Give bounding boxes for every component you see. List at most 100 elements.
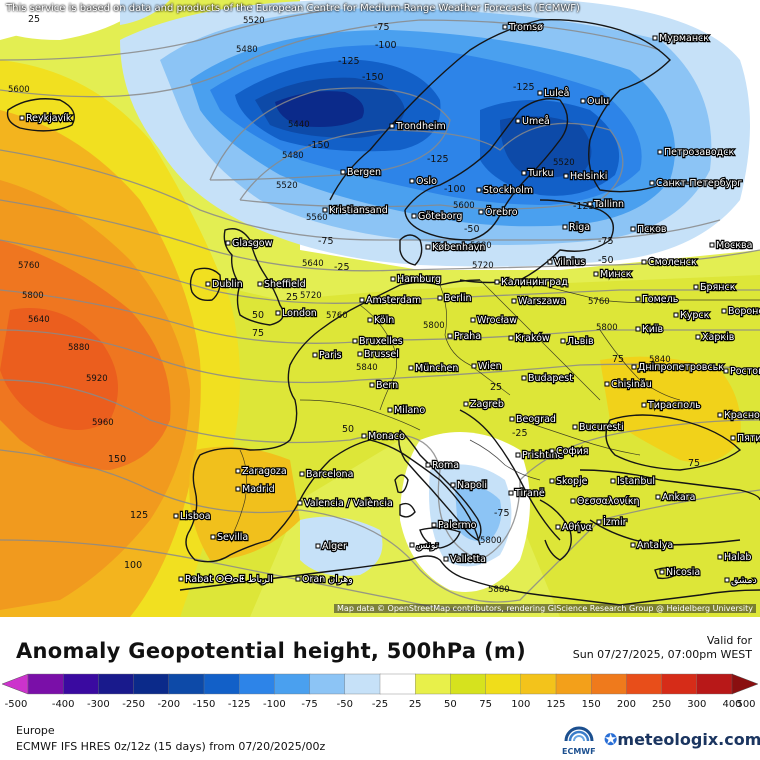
city-dot	[657, 149, 663, 155]
borders	[229, 279, 760, 541]
city-label: Halab	[724, 552, 751, 563]
city-dot	[359, 297, 365, 303]
city-label: Tromsø	[508, 22, 543, 33]
scale-tick-label: -250	[122, 699, 145, 710]
height-isoline-label: 5840	[356, 363, 378, 373]
city-marker: Amsterdam	[359, 294, 422, 307]
scale-arrow-min	[1, 673, 29, 695]
city-dot	[562, 224, 568, 230]
map-attribution[interactable]: Map data © OpenStreetMap contributors, r…	[334, 604, 756, 613]
city-dot	[315, 543, 321, 549]
city-marker: Brussel	[357, 348, 400, 361]
height-isoline-label: 5800	[596, 323, 618, 333]
city-marker: Monaco	[361, 430, 406, 443]
city-dot	[641, 402, 647, 408]
city-marker: Valencia / València	[297, 497, 394, 510]
city-dot	[521, 170, 527, 176]
city-dot	[593, 271, 599, 277]
height-isoline-label: 5800	[423, 321, 445, 331]
height-isoline-label: 5840	[649, 355, 671, 365]
city-label: Москва	[716, 240, 752, 251]
scale-swatch	[555, 673, 592, 695]
color-scale: -500 -400 -300 -250 -200 -150 -125 -100 -75 -50 -2…	[1, 671, 759, 711]
city-dot	[173, 513, 179, 519]
height-isoline-label: 5720	[300, 291, 322, 301]
city-label: München	[415, 363, 458, 374]
height-isoline-label: 5720	[472, 261, 494, 271]
city-dot	[340, 169, 346, 175]
city-label: København	[432, 242, 485, 253]
city-label: Αθήνα	[562, 522, 592, 533]
scale-swatch	[274, 673, 311, 695]
valid-label: Valid for	[706, 634, 752, 647]
city-dot	[312, 352, 318, 358]
scale-swatch	[203, 673, 240, 695]
city-label: دمشق	[731, 575, 757, 586]
city-label: Bergen	[347, 167, 381, 178]
city-label: Warszawa	[518, 296, 566, 307]
city-dot	[299, 471, 305, 477]
city-dot	[437, 295, 443, 301]
city-marker: Warszawa	[511, 295, 567, 308]
city-dot	[369, 382, 375, 388]
scale-tick-label: 100	[511, 699, 531, 710]
city-dot	[649, 180, 655, 186]
scale-tick-label: -400	[51, 699, 75, 710]
city-marker: Skopje	[549, 475, 589, 488]
scale-swatch	[133, 673, 170, 695]
city-dot	[225, 240, 231, 246]
city-marker: Харків	[695, 331, 736, 344]
city-marker: София	[549, 445, 590, 458]
city-marker: Sevilla	[210, 531, 249, 544]
city-dot	[652, 35, 658, 41]
city-dot	[549, 478, 555, 484]
city-dot	[709, 242, 715, 248]
city-label: Roma	[432, 460, 459, 471]
city-dot	[508, 335, 514, 341]
city-dot	[367, 317, 373, 323]
city-label: Berlin	[444, 293, 472, 304]
city-marker: Alger	[315, 540, 348, 553]
scale-tick-label: 400	[722, 699, 742, 710]
city-dot	[389, 123, 395, 129]
height-isoline-label: 5480	[236, 45, 258, 55]
city-dot	[717, 554, 723, 560]
city-dot	[717, 412, 723, 418]
city-marker: København	[425, 241, 487, 254]
scale-swatch	[238, 673, 276, 695]
city-marker: Budapest	[521, 372, 574, 385]
height-isoline-label: 5680	[470, 241, 492, 251]
coastlines	[6, 19, 760, 606]
height-isoline-label: 5880	[68, 343, 90, 353]
city-dot	[511, 298, 517, 304]
city-label: Glasgow	[232, 238, 273, 249]
scale-tick-label: 125	[546, 699, 566, 710]
scale-tick-label: -75	[301, 699, 318, 710]
city-marker: Vilnius	[547, 256, 586, 269]
city-label: Riga	[569, 222, 590, 233]
scale-swatch	[309, 673, 346, 695]
city-dot	[673, 312, 679, 318]
city-marker: Nicosia	[659, 566, 701, 579]
city-dot	[425, 462, 431, 468]
city-marker: Bergen	[340, 166, 382, 179]
city-dot	[409, 542, 415, 548]
city-marker: Istanbul	[610, 475, 656, 488]
weather-map[interactable]: -75 -100 -125 -150 -150 -125 -125 -100 -75 -50 -25…	[0, 0, 760, 617]
city-dot	[570, 498, 576, 504]
city-label: Milano	[394, 405, 425, 416]
city-label: Краснодар	[724, 410, 760, 421]
anomaly-contour-label: -75	[598, 236, 614, 247]
city-dot	[297, 500, 303, 506]
height-isoline-label: 5520	[243, 16, 265, 26]
city-dot	[463, 401, 469, 407]
height-isoline-label: 5760	[18, 261, 40, 271]
anomaly-contour-label: 50	[252, 310, 264, 321]
scale-swatch	[591, 673, 628, 695]
city-label: Beograd	[516, 414, 556, 425]
city-marker: دمشق	[724, 574, 758, 587]
city-label: Lisboa	[180, 511, 211, 522]
city-dot	[275, 310, 281, 316]
anomaly-contour-label: -75	[494, 508, 510, 519]
meteologix-brand[interactable]: ✪meteologix.com	[604, 730, 760, 749]
